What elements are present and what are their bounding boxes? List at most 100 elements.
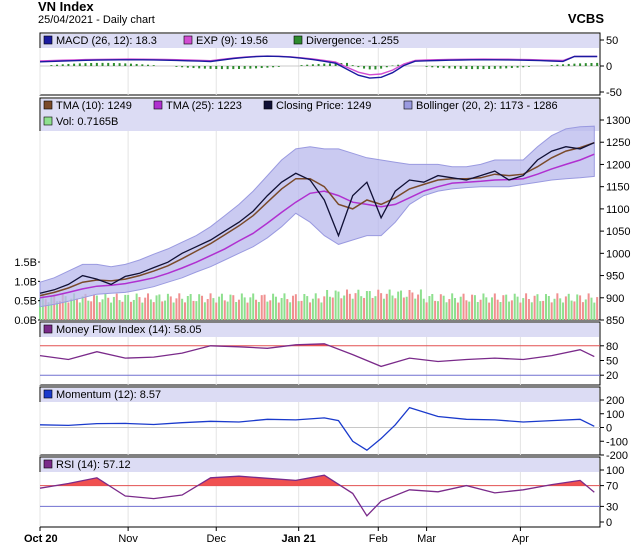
- volume-bar: [215, 302, 218, 320]
- chart-subtitle: 25/04/2021 - Daily chart: [38, 14, 155, 26]
- divergence-bar: [311, 64, 314, 66]
- divergence-bar: [78, 63, 81, 66]
- volume-bar: [81, 296, 84, 320]
- macd-legend-label: MACD (26, 12): 18.3: [56, 35, 157, 47]
- volume-bar: [346, 289, 349, 320]
- volume-bar: [189, 294, 192, 320]
- volume-bar: [564, 296, 567, 320]
- volume-bar: [559, 298, 562, 320]
- volume-bar: [67, 302, 70, 320]
- volume-bar: [39, 297, 41, 320]
- macd-ytick-label: 50: [606, 35, 618, 47]
- divergence-bar: [476, 66, 479, 70]
- bollinger-band: [39, 125, 595, 308]
- volume-bar: [155, 295, 158, 320]
- volume-bar: [348, 293, 351, 320]
- price-ytick-label: 900: [606, 293, 624, 305]
- mfi-ytick-label: 50: [606, 356, 618, 368]
- price-ytick-label: 950: [606, 271, 624, 283]
- macd-legend-swatch: [183, 35, 193, 45]
- volume-bar: [138, 297, 141, 320]
- volume-bar: [445, 302, 448, 320]
- rsi-ytick-label: 0: [606, 517, 612, 529]
- volume-bar: [317, 298, 320, 320]
- volume-bar: [488, 302, 491, 320]
- divergence-bar: [425, 66, 428, 67]
- divergence-bar: [368, 66, 371, 70]
- volume-bar: [408, 289, 411, 320]
- volume-bar: [411, 292, 414, 320]
- price-legend-bar: [41, 99, 599, 131]
- volume-bar: [309, 302, 312, 320]
- volume-bar: [400, 290, 403, 320]
- volume-bar: [590, 297, 593, 320]
- volume-bar: [84, 293, 87, 320]
- mfi-legend-label: Money Flow Index (14): 58.05: [56, 324, 202, 336]
- mfi-ytick-label: 80: [606, 341, 618, 353]
- momentum-ytick-label: -200: [606, 450, 628, 462]
- divergence-bar: [510, 66, 513, 69]
- volume-bar: [58, 300, 61, 320]
- volume-bar: [229, 294, 232, 320]
- divergence-bar: [203, 66, 206, 69]
- price-legend-swatch: [263, 100, 273, 110]
- volume-bar: [291, 295, 294, 320]
- price-ytick-label: 1050: [606, 226, 630, 238]
- price-ytick-label: 1200: [606, 159, 630, 171]
- divergence-bar: [436, 66, 439, 68]
- volume-bar: [505, 294, 508, 320]
- volume-bar: [391, 295, 394, 320]
- volume-bar: [553, 298, 556, 320]
- volume-bar: [587, 293, 590, 320]
- volume-bar: [471, 294, 474, 320]
- volume-bar: [448, 299, 451, 320]
- divergence-bar: [118, 63, 121, 66]
- volume-bar: [425, 302, 428, 320]
- volume-bar: [61, 293, 64, 320]
- volume-bar: [328, 296, 331, 320]
- volume-bar: [283, 293, 286, 320]
- volume-bar: [394, 298, 397, 320]
- divergence-bar: [323, 63, 326, 66]
- volume-bar: [439, 294, 442, 320]
- volume-bar: [479, 299, 482, 320]
- volume-bar: [147, 293, 150, 320]
- volume-bar: [112, 296, 115, 320]
- divergence-bar: [584, 63, 587, 66]
- volume-bar: [556, 293, 559, 320]
- divergence-bar: [573, 63, 576, 66]
- volume-bar: [530, 302, 533, 320]
- momentum-ytick-label: -100: [606, 436, 628, 448]
- volume-tick-label: 1.0B: [14, 276, 37, 288]
- volume-bar: [141, 302, 144, 320]
- price-ytick-label: 1000: [606, 248, 630, 260]
- volume-bar: [351, 298, 354, 320]
- price-ytick-label: 1100: [606, 204, 630, 216]
- volume-bar: [232, 295, 235, 320]
- volume-bar: [357, 289, 360, 320]
- divergence-bar: [152, 65, 155, 66]
- price-legend-swatch: [43, 116, 53, 126]
- divergence-bar: [363, 66, 366, 69]
- volume-bar: [570, 300, 573, 320]
- volume-bar: [493, 293, 496, 320]
- macd-ytick-label: 0: [606, 61, 612, 73]
- divergence-bar: [522, 66, 525, 68]
- volume-bar: [183, 302, 186, 320]
- rsi-line: [39, 474, 595, 517]
- volume-bar: [252, 293, 255, 320]
- volume-bar: [431, 294, 434, 320]
- price-legend-swatch: [403, 100, 413, 110]
- divergence-bar: [215, 66, 218, 69]
- volume-bar: [468, 301, 471, 320]
- volume-bar: [135, 293, 138, 320]
- volume-bar: [201, 295, 204, 320]
- volume-bar: [300, 300, 303, 320]
- volume-bar: [75, 298, 78, 320]
- divergence-bar: [351, 65, 354, 66]
- volume-bar: [382, 298, 385, 320]
- chart-title: VN Index: [38, 0, 94, 14]
- volume-bar: [164, 300, 167, 320]
- volume-bar: [303, 294, 306, 320]
- volume-bar: [246, 302, 249, 320]
